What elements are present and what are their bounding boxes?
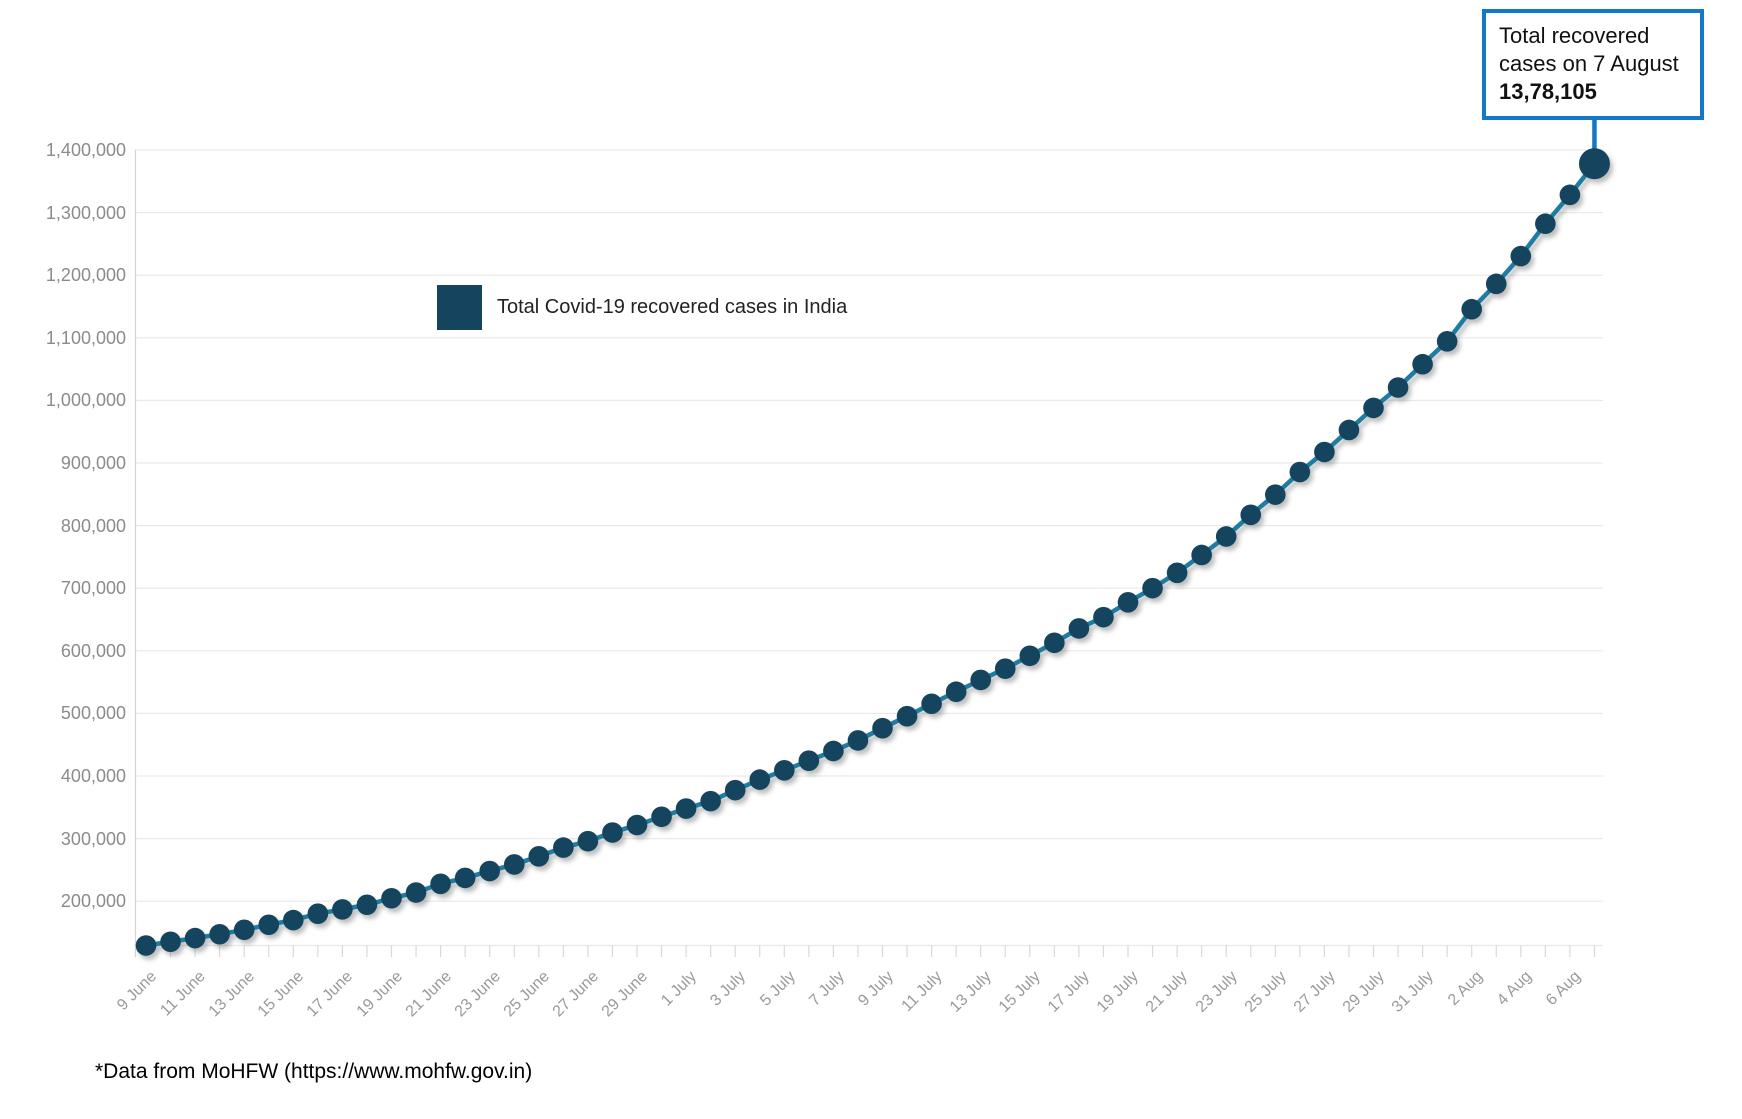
legend-swatch-icon: [437, 285, 482, 330]
y-axis-label: 600,000: [60, 640, 126, 661]
data-point: [700, 790, 721, 812]
data-point: [1338, 419, 1360, 441]
data-point: [1142, 577, 1163, 599]
y-axis-label: 200,000: [60, 891, 126, 912]
data-point: [1412, 353, 1433, 375]
y-axis-label: 400,000: [60, 765, 126, 786]
data-point: [896, 705, 918, 727]
data-point: [724, 779, 746, 801]
gridlines: [135, 149, 1603, 947]
annotation-text-line2: cases on 7 August: [1499, 51, 1679, 76]
y-axis-label: 500,000: [60, 703, 126, 724]
data-point: [1559, 184, 1581, 206]
data-point: [1265, 484, 1286, 505]
data-point: [945, 681, 967, 703]
data-point: [283, 909, 304, 931]
data-point: [970, 669, 991, 691]
data-point: [1117, 592, 1139, 613]
data-point: [798, 750, 820, 771]
y-axis-label: 1,200,000: [45, 265, 126, 286]
data-point: [1019, 645, 1041, 667]
data-point: [1510, 245, 1532, 267]
data-point: [479, 860, 501, 882]
data-point: [651, 806, 672, 828]
y-axis-label: 800,000: [60, 515, 126, 536]
data-point: [209, 923, 230, 945]
data-point: [135, 935, 157, 956]
data-point: [1166, 562, 1188, 584]
data-point: [1363, 397, 1384, 419]
data-point: [430, 873, 451, 895]
final-data-point: [1578, 148, 1610, 180]
y-axis-label: 1,300,000: [45, 202, 126, 223]
annotation-text-line1: Total recovered: [1499, 23, 1650, 48]
y-axis-label: 1,100,000: [45, 327, 126, 348]
data-point: [872, 717, 893, 739]
series: [135, 148, 1610, 956]
y-axis-label: 1,400,000: [45, 140, 126, 160]
data-point: [307, 903, 329, 925]
data-point: [553, 837, 574, 858]
data-point: [675, 798, 697, 819]
annotation-callout: Total recovered cases on 7 August 13,78,…: [1482, 9, 1704, 120]
legend: Total Covid-19 recovered cases in India: [437, 285, 847, 330]
data-point: [1044, 632, 1065, 654]
x-axis-ticks: [145, 945, 1596, 957]
data-point: [1387, 377, 1409, 398]
data-point: [749, 769, 771, 790]
data-point: [1068, 618, 1090, 639]
data-point: [528, 846, 550, 867]
y-axis-label: 700,000: [60, 578, 126, 599]
y-axis-label: 300,000: [60, 828, 126, 849]
data-point: [1215, 526, 1237, 547]
data-point: [921, 693, 942, 715]
annotation-value: 13,78,105: [1499, 79, 1597, 104]
data-point: [1191, 544, 1212, 566]
data-point: [258, 914, 280, 936]
data-point: [356, 894, 378, 916]
data-point: [160, 931, 181, 953]
data-point: [1314, 441, 1335, 463]
legend-label: Total Covid-19 recovered cases in India: [497, 296, 848, 318]
data-point: [1535, 213, 1556, 235]
data-point: [184, 927, 206, 949]
data-point: [626, 814, 648, 836]
data-point: [503, 854, 525, 875]
data-point: [332, 899, 353, 920]
data-point: [381, 887, 402, 909]
data-point: [994, 658, 1016, 679]
data-point: [602, 822, 623, 843]
data-point: [577, 830, 599, 852]
data-point: [1289, 461, 1311, 483]
data-point: [823, 740, 844, 762]
data-point: [1093, 606, 1114, 628]
data-point: [233, 919, 255, 941]
series-line: [145, 162, 1597, 948]
data-point: [454, 867, 476, 889]
data-point: [1485, 273, 1507, 295]
data-point: [774, 760, 795, 781]
source-note: *Data from MoHFW (https://www.mohfw.gov.…: [95, 1060, 533, 1083]
data-point: [1461, 298, 1482, 320]
data-point: [847, 730, 869, 751]
data-point: [1436, 331, 1458, 352]
data-point: [405, 882, 427, 903]
y-axis-label: 1,000,000: [45, 390, 126, 411]
y-axis-label: 900,000: [60, 452, 126, 473]
data-point: [1240, 504, 1262, 526]
